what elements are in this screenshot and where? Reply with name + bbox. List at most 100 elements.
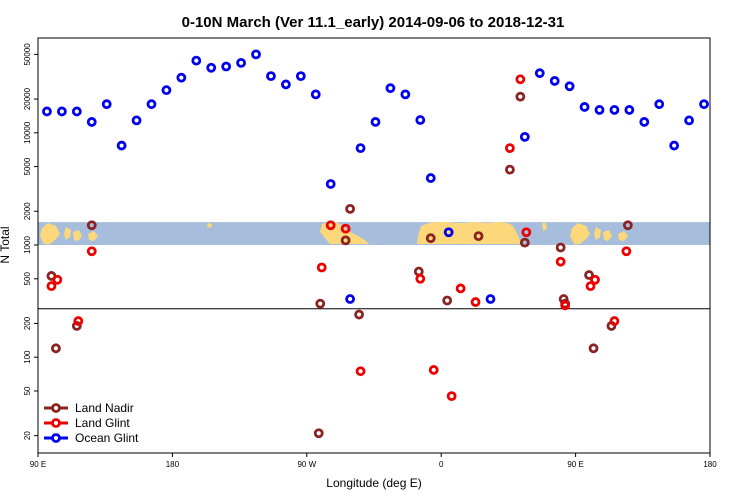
data-points: [42, 49, 722, 439]
land-nadir-point: [588, 343, 599, 354]
map-land: [40, 222, 628, 244]
ocean-glint-point: [266, 71, 276, 82]
ocean-glint-point: [415, 115, 426, 125]
land-nadir-point: [313, 428, 324, 439]
land-glint-point: [428, 365, 439, 375]
ocean-glint-point: [71, 106, 82, 117]
ocean-glint-point: [206, 62, 217, 73]
ocean-glint-point: [370, 117, 381, 127]
land-glint-point: [340, 223, 351, 234]
land-glint-point: [590, 274, 600, 285]
land-glint-point: [585, 281, 596, 292]
ocean-glint-point: [56, 106, 67, 117]
x-tick-label: 0: [439, 460, 444, 469]
land-glint-point: [446, 391, 457, 402]
ocean-glint-point: [116, 140, 127, 151]
ocean-glint-point: [191, 55, 202, 66]
land-glint-point: [621, 246, 632, 257]
y-tick-label: 1000: [23, 236, 32, 254]
land-glint-point: [560, 300, 571, 311]
ocean-glint-point: [131, 115, 142, 126]
land-nadir-point: [515, 91, 526, 102]
ocean-glint-point: [176, 72, 187, 83]
ocean-glint-point: [42, 106, 52, 117]
ocean-glint-point: [310, 89, 321, 100]
ocean-glint-point: [549, 76, 560, 86]
ocean-glint-point: [684, 115, 694, 126]
legend-marker-land-nadir: [51, 403, 61, 413]
y-tick-label: 200: [23, 316, 32, 330]
y-tick-label: 20000: [23, 87, 32, 110]
land-nadir-point: [345, 203, 356, 214]
land-glint-point: [521, 227, 532, 238]
x-axis-label: Longitude (deg E): [326, 476, 421, 490]
y-tick-label: 20: [23, 431, 32, 440]
ocean-glint-point: [221, 61, 232, 72]
land-glint-point: [46, 281, 57, 292]
legend-marker-land-glint: [51, 418, 61, 428]
land-nadir-point: [442, 295, 453, 306]
ocean-glint-point: [251, 49, 261, 60]
chart-title: 0-10N March (Ver 11.1_early) 2014-09-06 …: [182, 14, 565, 31]
ocean-glint-point: [295, 71, 306, 82]
land-glint-point: [73, 316, 84, 326]
land-nadir-point: [86, 220, 97, 231]
ocean-glint-point: [443, 227, 454, 238]
y-axis-ticks: 500 1000 2000 5000 10000 20000 50000 20 50 100 200: [23, 43, 38, 440]
land-glint-point: [355, 366, 366, 377]
ocean-glint-point: [669, 140, 680, 151]
plot-frame: [37, 37, 711, 454]
land-nadir-point: [584, 270, 594, 280]
y-axis-label: N Total: [0, 226, 12, 263]
land-glint-point: [316, 262, 327, 273]
land-glint-point: [86, 246, 97, 257]
ocean-glint-point: [534, 68, 545, 79]
ocean-glint-point: [345, 294, 356, 304]
land-glint-point: [609, 316, 620, 326]
y-tick-label: 2000: [23, 202, 32, 220]
ocean-glint-point: [609, 105, 620, 115]
land-glint-point: [455, 283, 466, 294]
land-glint-point: [515, 74, 526, 85]
ocean-glint-point: [654, 99, 665, 110]
ocean-glint-point: [400, 89, 411, 100]
land-nadir-point: [51, 343, 61, 354]
ocean-glint-point: [639, 117, 650, 127]
land-glint-point: [415, 273, 426, 284]
y-tick-label: 5000: [23, 157, 32, 175]
land-nadir-point: [555, 242, 566, 253]
ocean-glint-point: [715, 88, 722, 95]
ocean-glint-point: [280, 79, 291, 90]
world-map-band: [38, 222, 710, 246]
legend-label-land-nadir: Land Nadir: [75, 401, 134, 415]
land-glint-point: [555, 256, 566, 267]
x-tick-label: 90 E: [567, 460, 583, 469]
ocean-glint-point: [519, 131, 530, 142]
ocean-glint-point: [425, 173, 436, 183]
x-axis-ticks: 90 E 180 90 W 0 90 E 180: [30, 453, 717, 469]
land-nadir-point: [473, 231, 484, 242]
x-tick-label: 180: [166, 460, 180, 469]
y-tick-label: 50: [23, 386, 32, 395]
legend-marker-ocean-glint: [51, 433, 61, 443]
land-nadir-point: [340, 235, 351, 246]
map-ocean: [38, 222, 710, 246]
x-tick-label: 90 W: [297, 460, 316, 469]
land-nadir-point: [622, 220, 633, 231]
ocean-glint-point: [485, 294, 496, 304]
land-nadir-point: [354, 309, 364, 320]
x-tick-label: 180: [703, 460, 717, 469]
ocean-glint-point: [564, 81, 575, 92]
ocean-glint-point: [385, 83, 396, 94]
legend-label-land-glint: Land Glint: [75, 416, 130, 430]
y-tick-label: 10000: [23, 121, 32, 144]
land-nadir-point: [315, 298, 326, 309]
land-nadir-point: [71, 321, 82, 331]
ocean-glint-point: [146, 99, 157, 110]
land-glint-point: [504, 143, 515, 154]
y-tick-label: 50000: [23, 43, 32, 66]
ocean-glint-point: [325, 179, 336, 189]
y-tick-label: 100: [23, 350, 32, 364]
